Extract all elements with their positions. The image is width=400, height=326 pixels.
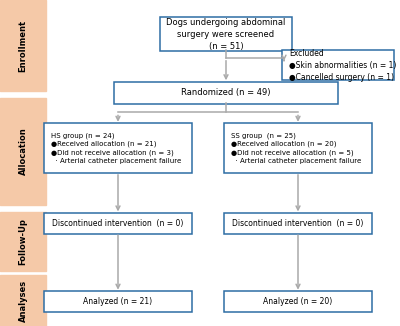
Text: HS group (n = 24)
●Received allocation (n = 21)
●Did not receive allocation (n =: HS group (n = 24) ●Received allocation (… — [51, 132, 181, 164]
FancyBboxPatch shape — [114, 82, 338, 104]
FancyBboxPatch shape — [224, 213, 372, 233]
FancyBboxPatch shape — [44, 123, 192, 173]
FancyBboxPatch shape — [44, 291, 192, 312]
Text: Dogs undergoing abdominal
surgery were screened
(n = 51): Dogs undergoing abdominal surgery were s… — [166, 18, 286, 51]
Text: Discontinued intervention  (n = 0): Discontinued intervention (n = 0) — [52, 219, 184, 228]
FancyBboxPatch shape — [224, 291, 372, 312]
FancyBboxPatch shape — [0, 0, 46, 91]
Text: Enrollment: Enrollment — [18, 20, 28, 72]
FancyBboxPatch shape — [0, 98, 46, 205]
Text: SS group  (n = 25)
●Received allocation (n = 20)
●Did not receive allocation (n : SS group (n = 25) ●Received allocation (… — [231, 132, 361, 164]
FancyBboxPatch shape — [224, 123, 372, 173]
FancyBboxPatch shape — [282, 50, 394, 80]
Text: Excluded
●Skin abnormalities (n = 1)
●Cancelled surgery (n = 1): Excluded ●Skin abnormalities (n = 1) ●Ca… — [289, 49, 396, 82]
FancyBboxPatch shape — [0, 275, 46, 326]
Text: Follow-Up: Follow-Up — [18, 218, 28, 265]
Text: Analyzed (n = 21): Analyzed (n = 21) — [84, 297, 152, 306]
Text: Analyses: Analyses — [18, 280, 28, 322]
Text: Allocation: Allocation — [18, 128, 28, 175]
Text: Discontinued intervention  (n = 0): Discontinued intervention (n = 0) — [232, 219, 364, 228]
Text: Randomized (n = 49): Randomized (n = 49) — [181, 88, 271, 97]
FancyBboxPatch shape — [0, 212, 46, 271]
FancyBboxPatch shape — [44, 213, 192, 233]
FancyBboxPatch shape — [160, 17, 292, 51]
Text: Analyzed (n = 20): Analyzed (n = 20) — [263, 297, 333, 306]
